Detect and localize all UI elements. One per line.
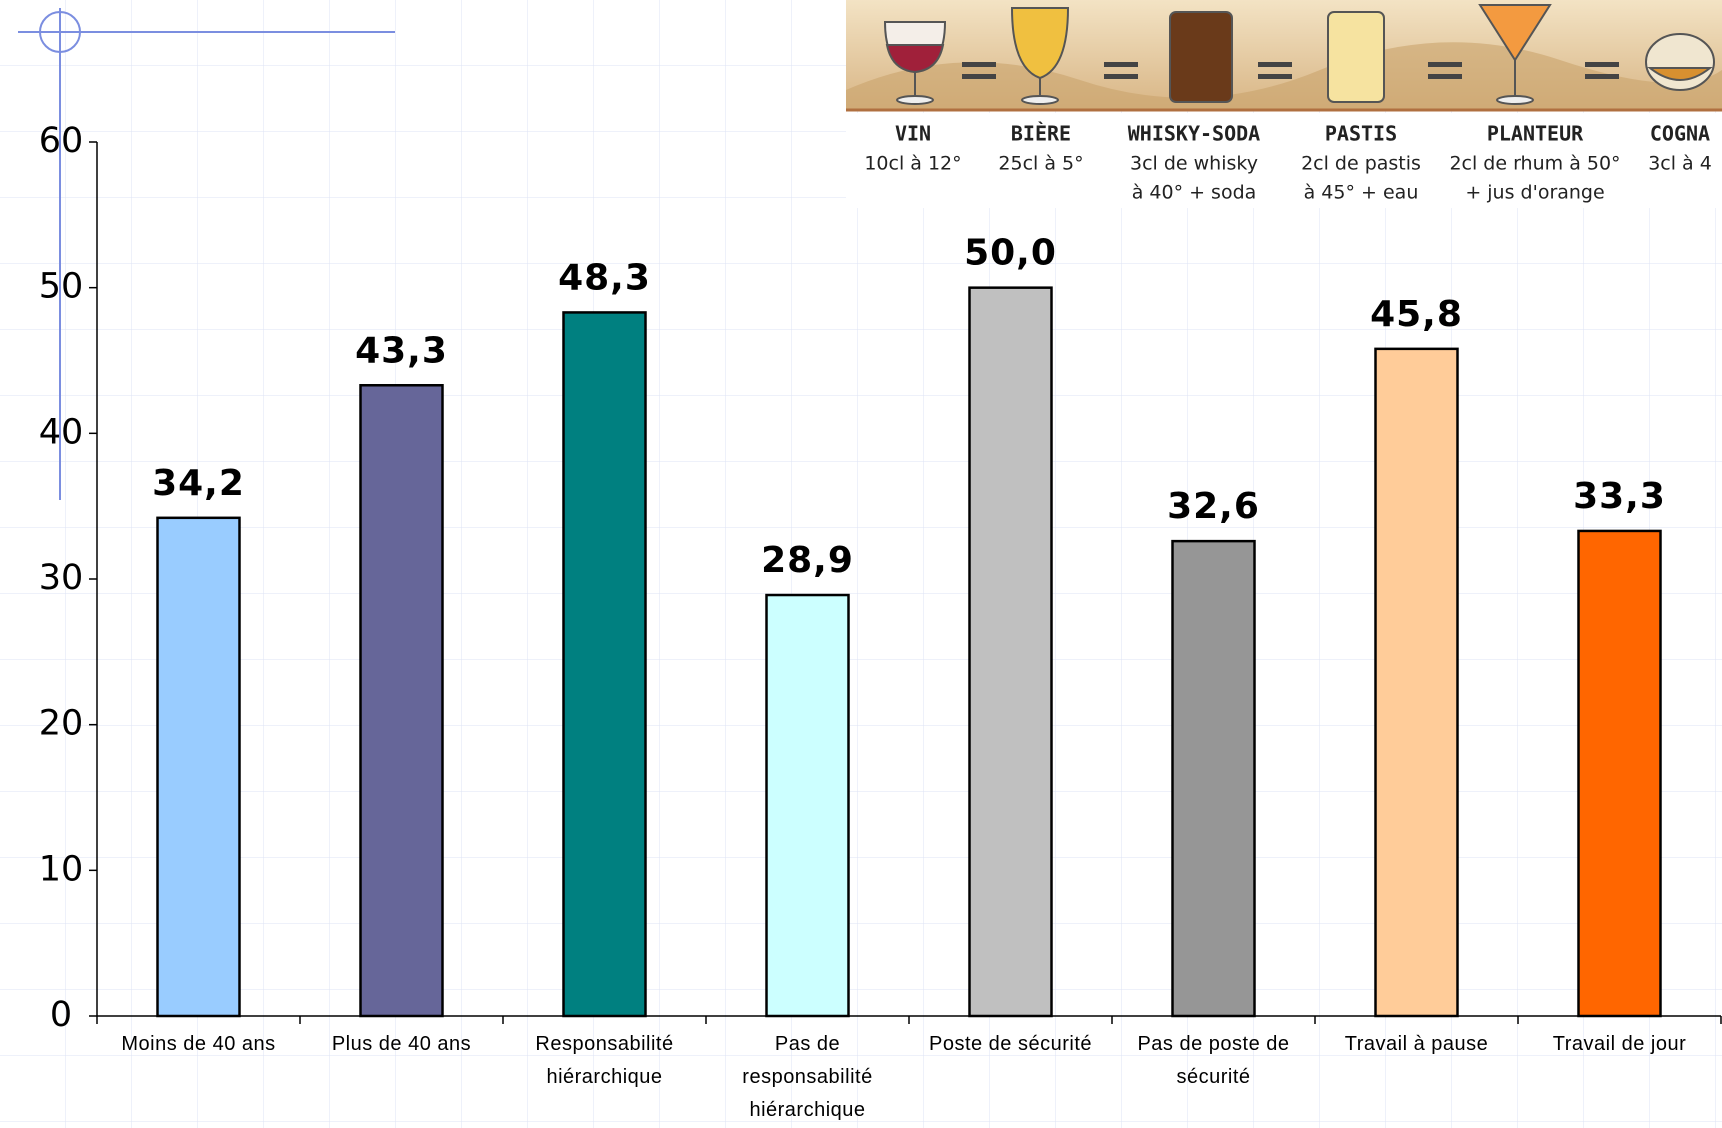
y-tick-label: 20 (39, 704, 84, 744)
bar (1374, 347, 1459, 1018)
drink-description: à 45° + eau (1304, 182, 1419, 204)
y-tick-label: 0 (50, 995, 72, 1035)
x-tick-label: Travail à pause (1344, 1033, 1489, 1055)
drink-caption-box (846, 113, 1722, 208)
x-tick-label: Pas de poste de sécurité (1137, 1033, 1290, 1088)
x-tick-label: Plus de 40 ans (331, 1033, 472, 1055)
drink-name: VIN (895, 122, 931, 146)
y-tick-label: 60 (39, 121, 84, 161)
drink-name: PLANTEUR (1487, 122, 1584, 146)
y-tick-label: 30 (39, 558, 84, 598)
value-label: 33,3 (1573, 476, 1666, 517)
bar (156, 516, 241, 1018)
y-tick-label: 40 (39, 412, 84, 452)
x-tick-label: Moins de 40 ans (121, 1033, 276, 1055)
y-tick-label: 50 (39, 267, 84, 307)
drink-description: 2cl de pastis (1301, 153, 1421, 175)
x-tick-label: Pas de responsabilité hiérarchique (742, 1033, 873, 1121)
x-tick-label: Travail de jour (1552, 1033, 1687, 1055)
drink-description: + jus d'orange (1465, 182, 1604, 204)
bar (1577, 529, 1662, 1018)
value-label: 45,8 (1370, 294, 1463, 335)
drink-name: WHISKY-SODA (1128, 122, 1260, 146)
drink-description: à 40° + soda (1132, 182, 1257, 204)
value-label: 50,0 (964, 233, 1057, 274)
value-label: 34,2 (152, 463, 245, 504)
x-tick-label: Poste de sécurité (928, 1033, 1093, 1055)
x-tick-label: Responsabilité hiérarchique (535, 1033, 674, 1088)
drink-description: 3cl à 4 (1648, 153, 1712, 175)
drink-banner (846, 0, 1722, 112)
drink-name: PASTIS (1325, 122, 1397, 146)
value-label: 48,3 (558, 257, 651, 298)
drink-name: BIÈRE (1011, 122, 1071, 146)
value-label: 28,9 (761, 540, 854, 581)
bar (359, 384, 444, 1018)
bar (562, 311, 647, 1018)
value-label: 32,6 (1167, 486, 1260, 527)
drink-name: COGNA (1650, 122, 1710, 146)
crosshair-decoration (18, 8, 395, 500)
bar (765, 593, 850, 1018)
drink-description: 25cl à 5° (998, 153, 1083, 175)
drink-description: 10cl à 12° (864, 153, 961, 175)
value-label: 43,3 (355, 330, 448, 371)
drink-description: 3cl de whisky (1130, 153, 1258, 175)
y-tick-label: 10 (39, 849, 84, 889)
drink-description: 2cl de rhum à 50° (1449, 153, 1620, 175)
bar (968, 286, 1053, 1018)
bar (1171, 539, 1256, 1018)
